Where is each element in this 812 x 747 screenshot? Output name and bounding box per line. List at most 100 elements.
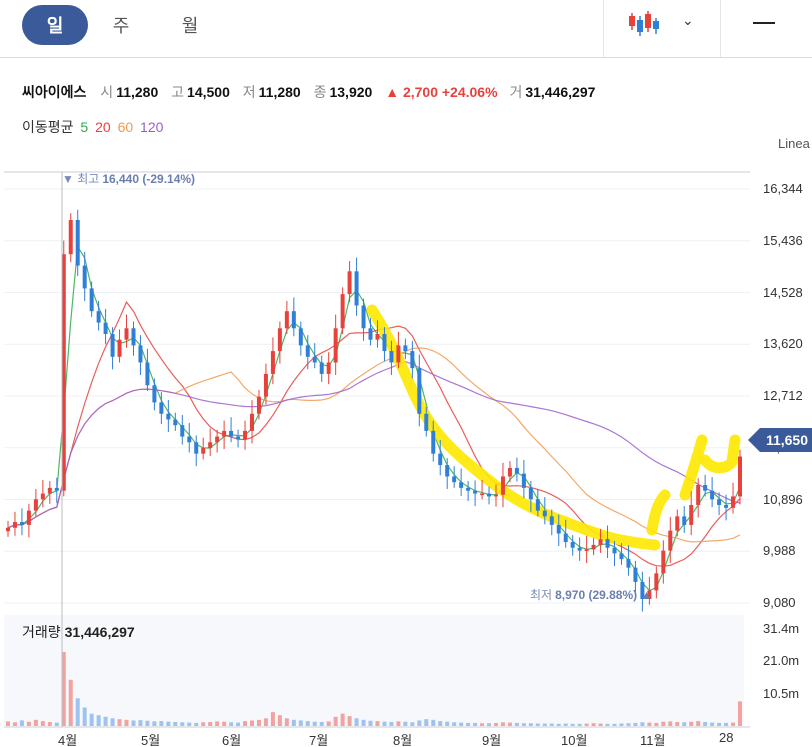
volume-bar — [738, 701, 742, 726]
candle-body — [633, 567, 638, 582]
candle-body — [298, 328, 303, 346]
volume-bar — [291, 719, 296, 726]
candle-body — [312, 356, 317, 363]
volume-bar — [89, 713, 94, 726]
volume-bar — [682, 722, 687, 726]
close-value: 13,920 — [329, 84, 373, 100]
volume-bar — [180, 722, 185, 726]
candle-body — [710, 490, 715, 500]
toolbar-divider — [603, 0, 604, 57]
volume-bar — [333, 716, 338, 726]
candle-body — [410, 351, 415, 369]
candle-body — [12, 522, 17, 528]
candle-body — [340, 294, 345, 329]
volume-bar — [312, 721, 317, 726]
quote-summary: 씨아이에스 시 11,280 고 14,500 저 11,280 종 13,920 ▲ … — [22, 82, 604, 102]
y-tick-label: 9,080 — [763, 595, 796, 610]
volume-bar — [494, 722, 498, 726]
candle-body — [215, 436, 220, 443]
tab-daily[interactable]: 일 — [22, 5, 88, 45]
volume-bar — [152, 721, 157, 726]
volume-bar — [354, 718, 359, 726]
highlight-stroke — [699, 434, 741, 474]
volume-bar — [549, 723, 554, 726]
volume-bar — [556, 723, 561, 726]
open-label: 시 — [100, 84, 114, 100]
menu-icon[interactable] — [753, 22, 775, 24]
candle-body — [598, 539, 603, 545]
candle-body — [194, 442, 199, 454]
volume-panel-bg — [4, 615, 744, 726]
tab-weekly[interactable]: 주 — [112, 16, 130, 36]
volume-bar — [26, 721, 31, 726]
y-tick-label: 13,620 — [763, 336, 803, 352]
volume-bar — [403, 721, 408, 726]
candle-body — [682, 516, 687, 525]
candle-body — [159, 402, 164, 414]
candle-body — [389, 351, 394, 363]
volume-bar — [159, 721, 164, 726]
candle-body — [319, 362, 324, 374]
volume-header-value: 31,446,297 — [64, 624, 135, 640]
x-tick-label: 11월 — [640, 733, 666, 747]
candle-body — [612, 547, 617, 554]
volume-bar — [40, 721, 45, 726]
volume-bar — [521, 723, 526, 726]
ma-line-120 — [7, 361, 741, 529]
volume-bar — [298, 720, 303, 726]
volume-bar — [215, 721, 220, 726]
volume-bar — [194, 722, 199, 726]
candle-body — [647, 590, 652, 600]
candle-body — [145, 362, 150, 386]
candle-body — [368, 328, 373, 340]
low-value: 11,280 — [258, 84, 301, 100]
volume-label: 거 — [509, 84, 523, 100]
candle-body — [466, 487, 471, 491]
candle-body — [375, 333, 380, 340]
volume-header: 거래량 31,446,297 — [22, 622, 135, 642]
x-tick-label: 28 — [719, 730, 734, 745]
volume-bar — [473, 722, 478, 726]
candle-body — [556, 524, 561, 534]
scale-mode-button[interactable]: Linea — [778, 136, 810, 151]
change-value: ▲ 2,700 — [385, 84, 438, 100]
candle-body — [507, 467, 512, 477]
candle-body — [396, 345, 401, 363]
tab-monthly[interactable]: 월 — [181, 16, 199, 36]
y-tick-label: 16,344 — [763, 181, 803, 196]
volume-bar — [431, 719, 436, 726]
candle-body — [54, 487, 59, 491]
volume-bar — [263, 718, 268, 726]
candle-body — [110, 333, 115, 357]
volume-bar — [466, 722, 471, 726]
candle-body — [6, 527, 10, 532]
chevron-down-icon[interactable]: ⌄ — [682, 12, 694, 28]
candle-body — [542, 510, 547, 517]
candle-body — [68, 220, 73, 255]
candle-body — [117, 339, 122, 357]
candle-body — [438, 453, 443, 466]
candle-body — [675, 516, 680, 531]
candle-body — [514, 467, 519, 474]
volume-bar — [326, 721, 331, 726]
ma5-label: 5 — [80, 119, 89, 135]
volume-bar — [459, 722, 464, 726]
volume-bar — [577, 723, 582, 726]
ma-legend[interactable]: 이동평균 5 20 60 120 — [22, 117, 163, 137]
volume-bar — [68, 679, 73, 726]
volume-bar — [284, 718, 289, 726]
volume-bar — [166, 721, 171, 726]
candle-body — [250, 413, 254, 431]
volume-bar — [424, 719, 429, 726]
volume-bar — [563, 723, 568, 726]
volume-bar — [507, 722, 512, 726]
volume-bar — [82, 707, 87, 726]
candle-body — [417, 368, 422, 414]
candlestick-icon[interactable] — [628, 10, 662, 38]
volume-bar — [535, 723, 540, 726]
volume-bar — [96, 715, 101, 726]
volume-bar — [598, 723, 603, 726]
candle-body — [33, 499, 38, 511]
candle-body — [354, 271, 359, 306]
